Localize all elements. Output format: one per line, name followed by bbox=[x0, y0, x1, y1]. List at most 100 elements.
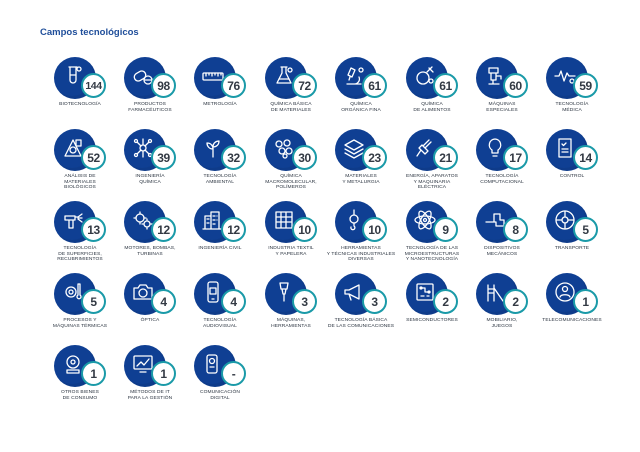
field-count: 10 bbox=[362, 217, 387, 242]
tech-field-item: 13 TECNOLOGÍA DE SUPERFICIES, RECUBRIMIEN… bbox=[40, 200, 120, 272]
field-count: 8 bbox=[503, 217, 528, 242]
tech-field-item: 52 ANÁLISIS DE MATERIALES BIOLÓGICOS bbox=[40, 128, 120, 200]
field-label: MÁQUINAS ESPECIALES bbox=[486, 102, 518, 113]
field-label: OTROS BIENES DE CONSUMO bbox=[61, 390, 99, 401]
field-count: 61 bbox=[362, 73, 387, 98]
section-title: Campos tecnológicos bbox=[40, 27, 139, 38]
field-label: QUÍMICA BÁSICA DE MATERIALES bbox=[270, 102, 312, 113]
tech-field-item: 23 MATERIALES Y METALURGIA bbox=[321, 128, 401, 200]
field-count: 1 bbox=[81, 361, 106, 386]
field-count: 32 bbox=[221, 145, 246, 170]
field-count: 9 bbox=[433, 217, 458, 242]
tech-field-item: 72 QUÍMICA BÁSICA DE MATERIALES bbox=[251, 56, 331, 128]
field-count: 72 bbox=[292, 73, 317, 98]
tech-field-item: 10 INDUSTRIA TEXTIL Y PAPELERA bbox=[251, 200, 331, 272]
field-label: QUÍMICA DE ALIMENTOS bbox=[413, 102, 451, 113]
tech-field-item: 60 MÁQUINAS ESPECIALES bbox=[462, 56, 542, 128]
field-label: MÁQUINAS, HERRAMIENTAS bbox=[271, 318, 311, 329]
field-count: 13 bbox=[81, 217, 106, 242]
field-count: 39 bbox=[151, 145, 176, 170]
tech-field-item: 8 DISPOSITIVOS MECÁNICOS bbox=[462, 200, 542, 272]
field-count: 5 bbox=[81, 289, 106, 314]
field-count: 98 bbox=[151, 73, 176, 98]
field-count: 23 bbox=[362, 145, 387, 170]
field-label: QUÍMICA MACROMOLECULAR, POLÍMEROS bbox=[265, 174, 317, 191]
field-label: MÉTODOS DE IT PARA LA GESTIÓN bbox=[127, 390, 173, 401]
tech-field-item: 4 TECNOLOGÍA AUDIOVISUAL bbox=[180, 272, 260, 344]
tech-field-item: 12 MOTORES, BOMBAS, TURBINAS bbox=[110, 200, 190, 272]
field-count: 2 bbox=[503, 289, 528, 314]
field-label: INDUSTRIA TEXTIL Y PAPELERA bbox=[268, 246, 314, 257]
field-count: - bbox=[221, 361, 246, 386]
field-count: 1 bbox=[573, 289, 598, 314]
field-count: 5 bbox=[573, 217, 598, 242]
field-label: TECNOLOGÍA DE SUPERFICIES, RECUBRIMIENTO… bbox=[57, 246, 103, 263]
field-count: 4 bbox=[221, 289, 246, 314]
tech-field-item: 98 PRODUCTOS FARMACÉUTICOS bbox=[110, 56, 190, 128]
field-count: 10 bbox=[292, 217, 317, 242]
field-count: 52 bbox=[81, 145, 106, 170]
tech-field-item: 5 TRANSPORTE bbox=[532, 200, 612, 272]
tech-field-item: 61 QUÍMICA DE ALIMENTOS bbox=[392, 56, 472, 128]
tech-field-item: 144 BIOTECNOLOGÍA bbox=[40, 56, 120, 128]
field-label: PRODUCTOS FARMACÉUTICOS bbox=[128, 102, 172, 113]
field-label: METROLOGÍA bbox=[203, 102, 237, 107]
field-count: 76 bbox=[221, 73, 246, 98]
field-count: 3 bbox=[292, 289, 317, 314]
tech-field-item: 1 OTROS BIENES DE CONSUMO bbox=[40, 344, 120, 416]
field-label: TELECOMUNICACIONES bbox=[542, 318, 602, 323]
tech-field-item: 1 MÉTODOS DE IT PARA LA GESTIÓN bbox=[110, 344, 190, 416]
field-label: TECNOLOGÍA COMPUTACIONAL bbox=[480, 174, 524, 185]
field-label: TECNOLOGÍA BÁSICA DE LAS COMUNICACIONES bbox=[327, 318, 395, 329]
field-count: 14 bbox=[573, 145, 598, 170]
field-label: TECNOLOGÍA DE LAS MICROESTRUCTURAS Y NAN… bbox=[404, 246, 460, 263]
field-label: MOTORES, BOMBAS, TURBINAS bbox=[124, 246, 176, 257]
field-count: 12 bbox=[221, 217, 246, 242]
field-count: 60 bbox=[503, 73, 528, 98]
field-count: 1 bbox=[151, 361, 176, 386]
tech-field-item: 32 TECNOLOGÍA AMBIENTAL bbox=[180, 128, 260, 200]
field-label: HERRAMIENTAS Y TÉCNICAS INDUSTRIALES DIV… bbox=[326, 246, 396, 263]
field-label: QUÍMICA ORGÁNICA FINA bbox=[341, 102, 381, 113]
field-count: 30 bbox=[292, 145, 317, 170]
field-count: 17 bbox=[503, 145, 528, 170]
tech-field-item: 12 INGENIERÍA CIVIL bbox=[180, 200, 260, 272]
field-label: ÓPTICA bbox=[140, 318, 160, 323]
tech-field-item: 5 PROCESOS Y MÁQUINAS TÉRMICAS bbox=[40, 272, 120, 344]
field-count: 21 bbox=[433, 145, 458, 170]
tech-field-item: - COMUNICACIÓN DIGITAL bbox=[180, 344, 260, 416]
field-label: TECNOLOGÍA AUDIOVISUAL bbox=[203, 318, 237, 329]
field-count: 2 bbox=[433, 289, 458, 314]
tech-field-item: 3 MÁQUINAS, HERRAMIENTAS bbox=[251, 272, 331, 344]
tech-field-item: 76 METROLOGÍA bbox=[180, 56, 260, 128]
field-label: BIOTECNOLOGÍA bbox=[59, 102, 101, 107]
tech-field-item: 61 QUÍMICA ORGÁNICA FINA bbox=[321, 56, 401, 128]
field-label: INGENIERÍA CIVIL bbox=[198, 246, 242, 251]
field-label: INGENIERÍA QUÍMICA bbox=[135, 174, 165, 185]
field-count: 61 bbox=[433, 73, 458, 98]
tech-field-item: 10 HERRAMIENTAS Y TÉCNICAS INDUSTRIALES D… bbox=[321, 200, 401, 272]
field-count: 12 bbox=[151, 217, 176, 242]
tech-field-item: 2 SEMICONDUCTORES bbox=[392, 272, 472, 344]
tech-field-item: 1 TELECOMUNICACIONES bbox=[532, 272, 612, 344]
field-label: TECNOLOGÍA AMBIENTAL bbox=[203, 174, 237, 185]
tech-field-item: 3 TECNOLOGÍA BÁSICA DE LAS COMUNICACIONES bbox=[321, 272, 401, 344]
tech-field-item: 59 TECNOLOGÍA MÉDICA bbox=[532, 56, 612, 128]
field-label: MATERIALES Y METALURGIA bbox=[342, 174, 380, 185]
field-label: MOBILIARIO, JUEGOS bbox=[486, 318, 518, 329]
tech-field-item: 14 CONTROL bbox=[532, 128, 612, 200]
field-label: CONTROL bbox=[559, 174, 585, 179]
field-count: 4 bbox=[151, 289, 176, 314]
tech-field-item: 30 QUÍMICA MACROMOLECULAR, POLÍMEROS bbox=[251, 128, 331, 200]
field-count: 3 bbox=[362, 289, 387, 314]
field-label: DISPOSITIVOS MECÁNICOS bbox=[484, 246, 520, 257]
tech-field-item: 21 ENERGÍA, APARATOS Y MAQUINARIA ELÉCTRI… bbox=[392, 128, 472, 200]
tech-field-item: 9 TECNOLOGÍA DE LAS MICROESTRUCTURAS Y NA… bbox=[392, 200, 472, 272]
field-label: ENERGÍA, APARATOS Y MAQUINARIA ELÉCTRICA bbox=[406, 174, 458, 191]
field-label: TRANSPORTE bbox=[554, 246, 590, 251]
field-label: PROCESOS Y MÁQUINAS TÉRMICAS bbox=[52, 318, 108, 329]
field-label: TECNOLOGÍA MÉDICA bbox=[555, 102, 589, 113]
tech-field-item: 4 ÓPTICA bbox=[110, 272, 190, 344]
field-label: SEMICONDUCTORES bbox=[406, 318, 458, 323]
